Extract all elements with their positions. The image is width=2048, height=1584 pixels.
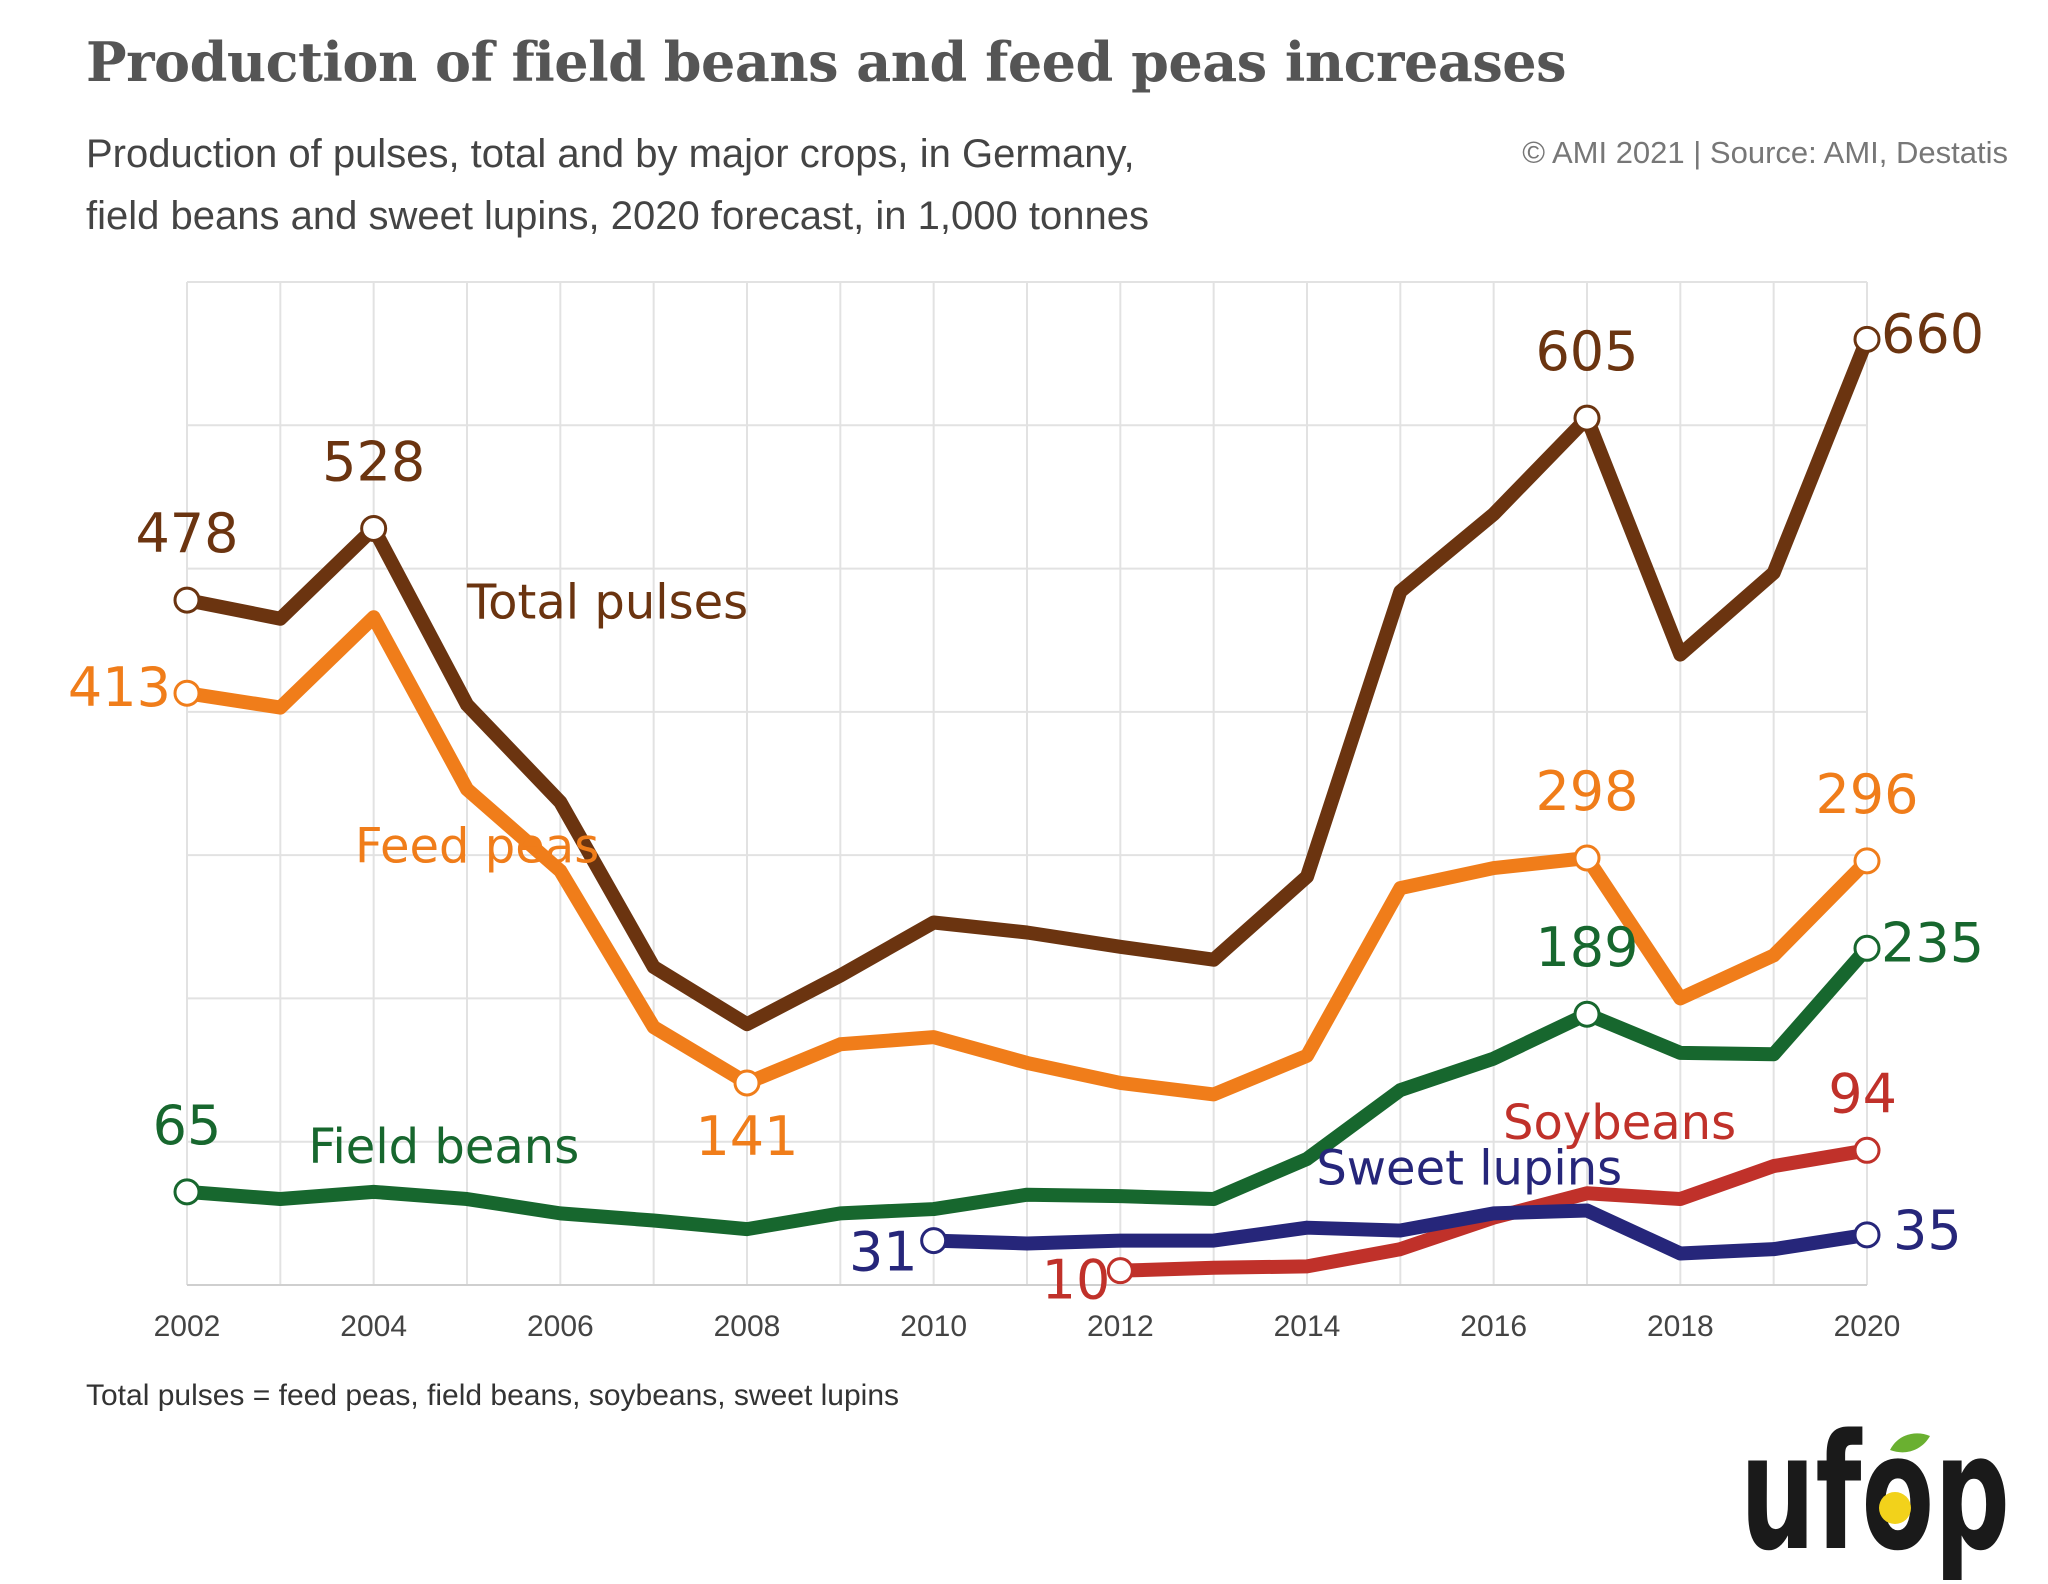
data-label: 141 [695, 1105, 798, 1168]
data-point-marker [1853, 934, 1881, 962]
data-label: 478 [135, 502, 238, 565]
data-label: 94 [1828, 1062, 1897, 1125]
data-point-marker [173, 586, 201, 614]
data-point-marker [1573, 404, 1601, 432]
data-point-marker [1853, 325, 1881, 353]
data-label: 65 [153, 1094, 222, 1157]
x-tick-label: 2010 [900, 1310, 967, 1343]
data-point-marker [1573, 1000, 1601, 1028]
x-tick-label: 2012 [1087, 1310, 1154, 1343]
chart-subtitle-line-1: Production of pulses, total and by major… [86, 132, 1135, 176]
data-label: 413 [68, 656, 171, 719]
data-point-marker [1106, 1257, 1134, 1285]
data-label: 605 [1535, 320, 1638, 383]
data-point-marker [360, 514, 388, 542]
x-tick-label: 2002 [154, 1310, 221, 1343]
series-name-label: Field beans [308, 1119, 579, 1175]
series-name-labels: Total pulses Feed peas Field beans Soybeans… [308, 575, 1736, 1197]
series-name-label: Total pulses [466, 575, 748, 631]
x-tick-label: 2014 [1274, 1310, 1341, 1343]
series-line-sweet-lupins [926, 1203, 1874, 1261]
ufop-logo: ufop [1740, 1420, 2010, 1580]
data-point-marker [1853, 1221, 1881, 1249]
data-label: 35 [1893, 1199, 1962, 1262]
x-tick-label: 2008 [714, 1310, 781, 1343]
data-label: 660 [1881, 302, 1984, 365]
series-name-label: Feed peas [355, 818, 599, 874]
data-point-marker [173, 679, 201, 707]
data-label: 189 [1535, 916, 1638, 979]
source-note: © AMI 2021 | Source: AMI, Destatis [1522, 135, 2008, 170]
data-label: 298 [1535, 760, 1638, 823]
logo-leaf-icon [1890, 1433, 1930, 1453]
x-tick-label: 2018 [1647, 1310, 1714, 1343]
data-point-marker [1853, 847, 1881, 875]
x-tick-label: 2020 [1834, 1310, 1901, 1343]
footnote: Total pulses = feed peas, field beans, s… [86, 1379, 900, 1412]
data-point-marker [173, 1178, 201, 1206]
chart-subtitle-line-2: field beans and sweet lupins, 2020 forec… [86, 194, 1149, 238]
data-point-marker [733, 1069, 761, 1097]
line-chart: 2002 2004 2006 2008 2010 2012 2014 2016 2018 2020… [68, 281, 1984, 1343]
data-label: 528 [322, 430, 425, 493]
chart-title: Production of field beans and feed peas … [86, 30, 1567, 94]
data-labels: 478 528 605 660 413 141 298 296 65 189 235 10 94 31 35 [68, 302, 1984, 1311]
series-name-label: Sweet lupins [1316, 1141, 1622, 1197]
data-point-marker [1853, 1136, 1881, 1164]
x-tick-label: 2004 [340, 1310, 407, 1343]
x-tick-label: 2006 [527, 1310, 594, 1343]
logo-wordmark: ufop [1740, 1420, 2010, 1580]
x-axis-tick-labels: 2002 2004 2006 2008 2010 2012 2014 2016 2018 2020 [154, 1310, 1901, 1343]
data-label: 235 [1881, 911, 1984, 974]
series-markers [173, 325, 1881, 1285]
series-name-label: Soybeans [1503, 1095, 1736, 1151]
x-tick-label: 2016 [1460, 1310, 1527, 1343]
logo-drop-icon [1879, 1492, 1911, 1524]
data-label: 31 [849, 1221, 918, 1284]
data-point-marker [920, 1227, 948, 1255]
data-point-marker [1573, 844, 1601, 872]
data-label: 296 [1815, 763, 1918, 826]
data-label: 10 [1042, 1249, 1111, 1312]
